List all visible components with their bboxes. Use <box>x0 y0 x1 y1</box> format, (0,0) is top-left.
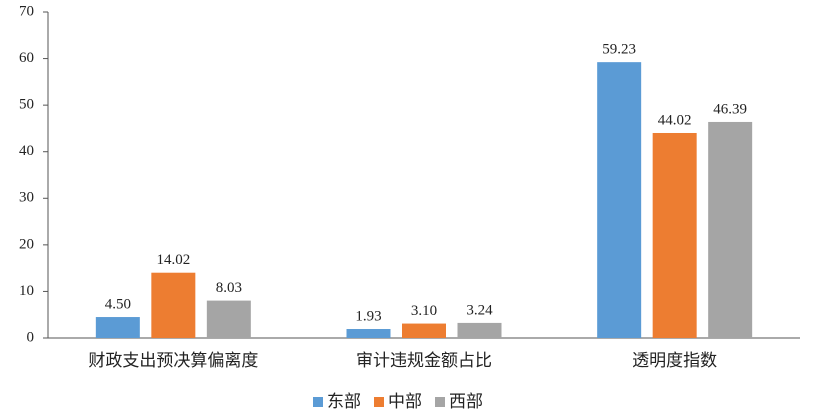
value-label: 1.93 <box>355 308 381 324</box>
value-label: 59.23 <box>602 42 636 58</box>
bar <box>457 322 502 338</box>
bar <box>402 323 446 338</box>
value-label: 3.10 <box>411 303 437 319</box>
x-tick-label: 透明度指数 <box>632 351 717 370</box>
value-label: 14.02 <box>156 252 190 268</box>
y-tick-label: 50 <box>19 97 34 113</box>
y-tick-label: 10 <box>19 283 34 299</box>
bar <box>597 62 642 338</box>
y-tick-label: 60 <box>19 50 34 66</box>
y-tick-label: 0 <box>27 329 35 345</box>
legend-swatch <box>313 397 323 407</box>
value-label: 46.39 <box>713 101 747 117</box>
x-tick-label: 审计违规金额占比 <box>356 351 492 370</box>
value-label: 8.03 <box>216 280 242 296</box>
x-tick-label: 财政支出预决算偏离度 <box>88 351 258 370</box>
legend-label: 东部 <box>327 392 361 411</box>
value-label: 3.24 <box>466 302 493 318</box>
y-tick-label: 30 <box>19 190 34 206</box>
legend-swatch <box>374 397 384 407</box>
bar <box>652 132 697 338</box>
bar <box>708 121 753 338</box>
value-label: 4.50 <box>105 296 131 312</box>
legend-label: 西部 <box>449 392 483 411</box>
y-tick-label: 40 <box>19 143 34 159</box>
bar <box>95 317 140 338</box>
bar <box>346 329 391 338</box>
y-tick-label: 20 <box>19 236 34 252</box>
legend-label: 中部 <box>388 392 422 411</box>
value-label: 44.02 <box>658 112 692 128</box>
legend-swatch <box>435 397 445 407</box>
bar <box>206 300 251 338</box>
bar <box>151 272 196 338</box>
y-tick-label: 70 <box>19 3 34 19</box>
